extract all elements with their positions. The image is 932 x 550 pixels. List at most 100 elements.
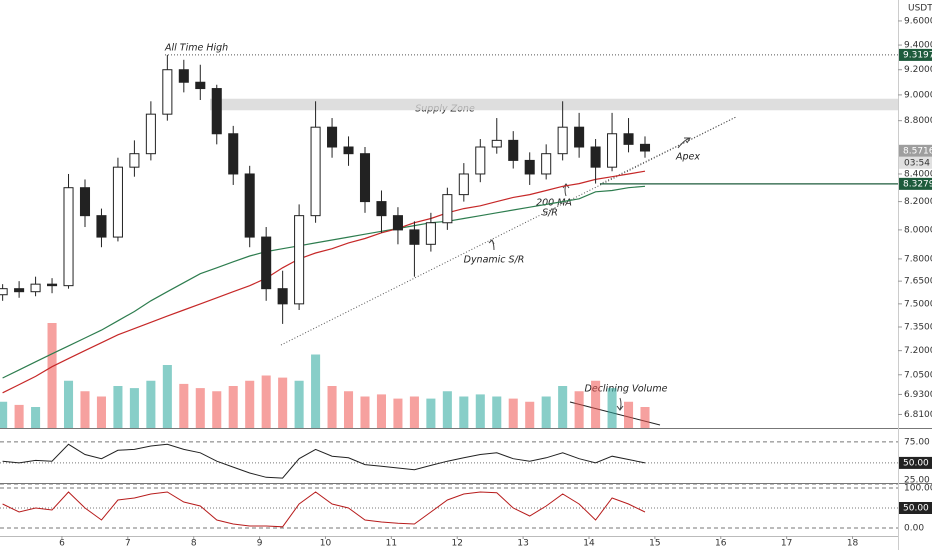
apex-arrow <box>677 137 691 149</box>
candle-body <box>277 288 288 305</box>
candle-body <box>145 113 156 155</box>
indicator-value: 50.00 <box>903 458 929 468</box>
x-tick-label: 10 <box>320 539 332 549</box>
volume-bar <box>0 401 8 428</box>
price-label-box <box>899 177 932 190</box>
volume-bar <box>558 386 568 428</box>
volume-bar <box>14 404 24 428</box>
candle-body <box>30 283 41 293</box>
y-tick-label: 7.8000 <box>904 254 932 264</box>
x-tick-label: 7 <box>125 539 131 549</box>
price-label: 8.3279 <box>903 179 932 189</box>
volume-bar <box>475 394 485 428</box>
volume-bar <box>574 391 584 428</box>
candle-body <box>392 215 403 231</box>
price-label-box <box>899 144 932 157</box>
volume-bar <box>508 398 518 428</box>
supply-zone <box>210 98 898 111</box>
volume-arrow <box>616 397 624 411</box>
candle-body <box>294 215 305 305</box>
indicator-value: 50.00 <box>903 504 929 514</box>
volume-bar <box>179 383 189 428</box>
candle-body <box>574 126 585 148</box>
x-tick-label: 8 <box>191 539 197 549</box>
candle-body <box>112 166 123 238</box>
volume-bar <box>442 391 452 428</box>
candle-body <box>359 153 371 203</box>
annotation: Apex <box>675 152 700 163</box>
candle-body <box>162 69 173 115</box>
y-tick-label: 7.2000 <box>904 346 932 356</box>
moving-average <box>2 185 646 379</box>
volume-bar <box>228 386 238 428</box>
indicator-line <box>2 443 646 479</box>
volume-bar <box>327 386 337 428</box>
volume-bar <box>360 396 370 428</box>
volume-bar <box>640 407 650 428</box>
y-tick-label: 7.0500 <box>904 370 932 380</box>
x-tick-label: 18 <box>847 539 859 549</box>
candle-body <box>458 173 469 196</box>
annotation: Declining Volume <box>585 384 668 395</box>
candle-body <box>639 143 651 152</box>
front-layer <box>0 54 651 324</box>
volume-bar <box>311 354 321 428</box>
y-tick-label: 9.4000 <box>904 41 932 51</box>
y-tick-label: 9.2000 <box>904 65 932 75</box>
volume-bar <box>409 396 419 428</box>
volume-bar <box>245 380 255 428</box>
volume-bar <box>459 396 469 428</box>
candle-body <box>607 133 618 168</box>
volume-bar <box>195 388 205 428</box>
countdown: 03:54 <box>904 158 930 168</box>
candle-body <box>211 88 222 135</box>
candle-body <box>195 81 206 90</box>
y-tick-label: 7.6500 <box>904 277 932 287</box>
volume-bar <box>162 365 172 428</box>
candle-body <box>376 201 387 217</box>
volume-bar <box>591 380 601 428</box>
x-tick-label: 12 <box>452 539 463 549</box>
y-tick-label: 7.5000 <box>904 299 932 309</box>
candle-body <box>491 139 502 148</box>
candle-body <box>557 126 568 155</box>
countdown-box <box>899 156 932 169</box>
annotation: Dynamic S/R <box>464 255 525 266</box>
y-tick-label: 8.0000 <box>904 225 932 235</box>
volume-bar <box>212 391 222 428</box>
indicator-value-box <box>899 456 932 469</box>
candle-body <box>14 288 25 293</box>
volume-bar <box>80 391 90 428</box>
x-tick-label: 15 <box>649 539 660 549</box>
y-tick-label: 8.2000 <box>904 197 932 207</box>
candle-body <box>590 146 601 168</box>
volume-bar <box>294 380 304 428</box>
y-tick-label: 0.00 <box>904 524 924 534</box>
volume-bar <box>541 396 551 428</box>
candle-body <box>541 153 552 175</box>
trendline-support <box>280 116 737 346</box>
x-tick-label: 14 <box>583 539 595 549</box>
candle-body <box>343 146 354 155</box>
annotation: S/R <box>542 208 558 219</box>
candle-body <box>425 222 436 245</box>
volume-bar <box>492 396 502 428</box>
candle-body <box>129 153 140 168</box>
volume-bar <box>525 401 535 428</box>
candle-body <box>47 283 58 287</box>
currency-label: USDT <box>908 4 932 14</box>
candle-body <box>508 139 519 161</box>
x-tick-label: 17 <box>781 539 792 549</box>
candle-body <box>475 146 486 175</box>
candle-body <box>0 288 8 296</box>
price-label-box <box>899 48 932 61</box>
volume-bar <box>393 398 403 428</box>
price-label: 9.3197 <box>903 50 932 60</box>
volume-bar <box>376 394 386 428</box>
volume-bar <box>63 380 74 428</box>
volume-bar <box>426 398 436 428</box>
trendline-apex <box>599 116 737 185</box>
y-tick-label: 6.9300 <box>904 390 932 400</box>
back-layer <box>0 54 898 428</box>
